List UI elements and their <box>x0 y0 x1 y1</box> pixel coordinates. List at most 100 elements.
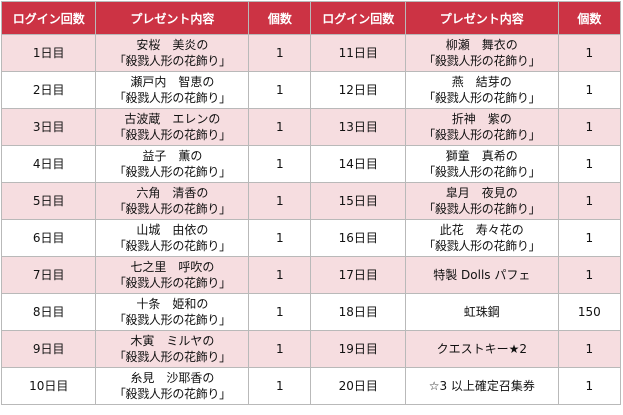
present-item-name: クエストキー★2 <box>436 342 527 356</box>
login-day-cell: 3日目 <box>0 108 97 146</box>
count-cell: 150 <box>557 293 622 331</box>
present-character-name: 古波蔵 エレンの <box>124 112 221 126</box>
count-cell: 1 <box>248 108 312 146</box>
login-day-cell: 5日目 <box>0 182 97 220</box>
table-row: 4日目 益子 薫の 「殺戮人形の花飾り」 1 14日目 獅童 真希の 「殺戮人形の花飾り」 1 <box>0 145 622 183</box>
login-day-cell: 18日目 <box>310 293 406 331</box>
present-cell: 瀬戸内 智恵の「殺戮人形の花飾り」 <box>95 71 250 109</box>
present-cell: 糸見 沙耶香の「殺戮人形の花飾り」 <box>95 367 250 405</box>
present-item-name: 「殺戮人形の花飾り」 <box>423 91 541 105</box>
login-day-cell: 14日目 <box>310 145 406 183</box>
present-cell: 七之里 呼吹の「殺戮人形の花飾り」 <box>95 256 250 294</box>
present-character-name: 七之里 呼吹の <box>130 260 215 274</box>
login-bonus-table-container: ログイン回数 プレゼント内容 個数 ログイン回数 プレゼント内容 個数 1日目安… <box>0 1 622 405</box>
count-cell: 1 <box>557 145 622 183</box>
present-item-name: 「殺戮人形の花飾り」 <box>423 202 541 216</box>
present-cell: 燕 結芽の「殺戮人形の花飾り」 <box>404 71 559 109</box>
present-character-name: 六角 清香の <box>136 186 209 200</box>
present-cell: 十条 姫和の 「殺戮人形の花飾り」 <box>95 293 250 331</box>
present-cell: 安桜 美炎の「殺戮人形の花飾り」 <box>95 34 250 72</box>
table-row: 8日目 十条 姫和の 「殺戮人形の花飾り」 1 18日目 虹珠鋼 150 <box>0 293 622 331</box>
login-day-cell: 15日目 <box>310 182 406 220</box>
header-present-left: プレゼント内容 <box>95 1 250 35</box>
present-character-name: 安桜 美炎の <box>136 38 209 52</box>
present-item-name: 「殺戮人形の花飾り」 <box>113 276 231 290</box>
login-day-cell: 1日目 <box>0 34 97 72</box>
login-day-cell: 17日目 <box>310 256 406 294</box>
table-row: 3日目 古波蔵 エレンの 「殺戮人形の花飾り」 1 13日目 折神 紫の 「殺戮人形の花飾り… <box>0 108 622 146</box>
header-count-left: 個数 <box>248 1 312 35</box>
present-cell: 特製 Dolls パフェ <box>404 256 559 294</box>
count-cell: 1 <box>248 330 312 368</box>
present-character-name: 糸見 沙耶香の <box>130 371 215 385</box>
count-cell: 1 <box>557 34 622 72</box>
present-character-name: 十条 姫和の <box>136 297 209 311</box>
count-cell: 1 <box>248 145 312 183</box>
present-item-name: 「殺戮人形の花飾り」 <box>113 350 231 364</box>
present-cell: 皐月 夜見の 「殺戮人形の花飾り」 <box>404 182 559 220</box>
present-item-name: 「殺戮人形の花飾り」 <box>113 165 231 179</box>
count-cell: 1 <box>557 330 622 368</box>
present-item-name: 「殺戮人形の花飾り」 <box>113 202 231 216</box>
present-item-name: 「殺戮人形の花飾り」 <box>423 54 541 68</box>
present-cell: 虹珠鋼 <box>404 293 559 331</box>
present-cell: ☆3 以上確定召集券 <box>404 367 559 405</box>
count-cell: 1 <box>248 293 312 331</box>
header-count-right: 個数 <box>557 1 622 35</box>
present-character-name: 瀬戸内 智恵の <box>130 75 215 89</box>
login-day-cell: 6日目 <box>0 219 97 257</box>
present-item-name: 「殺戮人形の花飾り」 <box>113 54 231 68</box>
count-cell: 1 <box>248 182 312 220</box>
present-item-name: 「殺戮人形の花飾り」 <box>113 387 231 401</box>
present-character-name: 木寅 ミルヤの <box>130 334 215 348</box>
login-day-cell: 7日目 <box>0 256 97 294</box>
login-day-cell: 11日目 <box>310 34 406 72</box>
login-day-cell: 8日目 <box>0 293 97 331</box>
present-item-name: 「殺戮人形の花飾り」 <box>423 239 541 253</box>
present-character-name: 此花 寿々花の <box>439 223 524 237</box>
login-day-cell: 13日目 <box>310 108 406 146</box>
present-cell: 此花 寿々花の「殺戮人形の花飾り」 <box>404 219 559 257</box>
present-cell: 柳瀬 舞衣の「殺戮人形の花飾り」 <box>404 34 559 72</box>
table-row: 9日目 木寅 ミルヤの 「殺戮人形の花飾り」 1 19日目 クエストキー★2 1 <box>0 330 622 368</box>
count-cell: 1 <box>557 71 622 109</box>
present-item-name: 「殺戮人形の花飾り」 <box>423 165 541 179</box>
present-item-name: 「殺戮人形の花飾り」 <box>113 239 231 253</box>
login-day-cell: 16日目 <box>310 219 406 257</box>
count-cell: 1 <box>557 219 622 257</box>
present-item-name: 「殺戮人形の花飾り」 <box>423 128 541 142</box>
present-cell: 益子 薫の 「殺戮人形の花飾り」 <box>95 145 250 183</box>
count-cell: 1 <box>557 108 622 146</box>
count-cell: 1 <box>248 219 312 257</box>
present-cell: 折神 紫の「殺戮人形の花飾り」 <box>404 108 559 146</box>
count-cell: 1 <box>248 367 312 405</box>
present-item-name: 虹珠鋼 <box>463 305 500 319</box>
present-character-name: 折神 紫の <box>451 112 512 126</box>
table-row: 10日目 糸見 沙耶香の 「殺戮人形の花飾り」 1 20日目 ☆3 以上確定召集券 1 <box>0 367 622 405</box>
count-cell: 1 <box>248 34 312 72</box>
login-day-cell: 2日目 <box>0 71 97 109</box>
header-login-count-right: ログイン回数 <box>310 1 406 35</box>
login-day-cell: 19日目 <box>310 330 406 368</box>
present-cell: 古波蔵 エレンの 「殺戮人形の花飾り」 <box>95 108 250 146</box>
login-day-cell: 10日目 <box>0 367 97 405</box>
present-item-name: 「殺戮人形の花飾り」 <box>113 91 231 105</box>
table-row: 1日目 安桜 美炎の 「殺戮人形の花飾り」 1 11日目 柳瀬 舞衣の 「殺戮人形の花飾り」… <box>0 34 622 72</box>
count-cell: 1 <box>557 367 622 405</box>
header-present-right: プレゼント内容 <box>404 1 559 35</box>
login-day-cell: 12日目 <box>310 71 406 109</box>
present-cell: クエストキー★2 <box>404 330 559 368</box>
present-cell: 山城 由依の「殺戮人形の花飾り」 <box>95 219 250 257</box>
present-character-name: 柳瀬 舞衣の <box>445 38 518 52</box>
present-character-name: 燕 結芽の <box>451 75 512 89</box>
count-cell: 1 <box>557 256 622 294</box>
present-item-name: 「殺戮人形の花飾り」 <box>113 128 231 142</box>
count-cell: 1 <box>557 182 622 220</box>
present-character-name: 山城 由依の <box>136 223 209 237</box>
table-row: 6日目 山城 由依の 「殺戮人形の花飾り」 1 16日目 此花 寿々花の 「殺戮人形の花飾り… <box>0 219 622 257</box>
table-row: 2日目 瀬戸内 智恵の 「殺戮人形の花飾り」 1 12日目燕 結芽の 「殺戮人形の花飾り」… <box>0 71 622 109</box>
table-header-row: ログイン回数 プレゼント内容 個数 ログイン回数 プレゼント内容 個数 <box>0 1 622 35</box>
login-day-cell: 4日目 <box>0 145 97 183</box>
login-day-cell: 20日目 <box>310 367 406 405</box>
table-body: 1日目 安桜 美炎の 「殺戮人形の花飾り」 1 11日目 柳瀬 舞衣の 「殺戮人形の花飾り」… <box>0 34 622 405</box>
